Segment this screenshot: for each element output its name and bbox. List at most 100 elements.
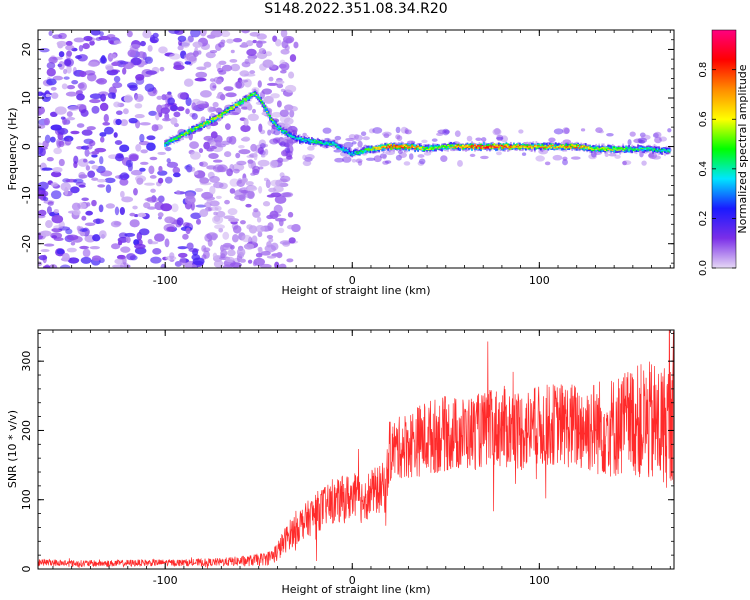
heatmap-ridge-cell: [602, 146, 605, 150]
heatmap-ridge-cell: [295, 137, 298, 139]
heatmap-ridge-cell: [620, 148, 623, 150]
heatmap-ridge-cell: [524, 145, 527, 147]
heatmap-ridge-cell: [203, 123, 206, 127]
heatmap-ridge-cell: [450, 147, 452, 149]
heatmap-noise-blob: [40, 249, 50, 253]
heatmap-noise-blob: [372, 127, 383, 134]
x-tick-label: 100: [529, 274, 550, 287]
heatmap-ridge-cell: [501, 145, 503, 150]
heatmap-ridge-cell: [501, 145, 503, 147]
heatmap-ridge-cell: [387, 145, 390, 147]
heatmap-noise-blob: [209, 82, 217, 91]
heatmap-noise-blob: [38, 209, 47, 217]
heatmap-ridge-cell: [487, 144, 490, 148]
heatmap-ridge-cell: [468, 143, 470, 148]
x-tick-label: -100: [153, 274, 178, 287]
heatmap-ridge-cell: [313, 142, 316, 143]
heatmap-noise-blob: [437, 129, 447, 134]
heatmap-ridge-cell: [523, 146, 526, 149]
colorbar-tick-label: 0.0: [698, 260, 709, 276]
heatmap-noise-blob: [188, 248, 200, 253]
heatmap-noise-blob: [208, 145, 217, 150]
heatmap-noise-blob: [203, 196, 216, 201]
heatmap-noise-blob: [199, 209, 209, 218]
heatmap-ridge-cell: [662, 149, 665, 150]
heatmap-noise-blob: [185, 108, 190, 115]
heatmap-noise-blob: [173, 64, 185, 71]
heatmap-ridge-cell: [379, 147, 382, 150]
heatmap-noise-blob: [253, 257, 266, 266]
heatmap-noise-blob: [134, 243, 146, 249]
heatmap-noise-blob: [243, 117, 249, 127]
heatmap-ridge-cell: [554, 147, 557, 149]
heatmap-ridge-cell: [194, 126, 197, 128]
heatmap-noise-blob: [96, 179, 107, 183]
heatmap-ridge-cell: [339, 145, 342, 149]
heatmap-ridge-cell: [200, 125, 203, 127]
heatmap-noise-blob: [80, 256, 92, 264]
heatmap-noise-blob: [146, 196, 159, 203]
heatmap-ridge-cell: [231, 106, 234, 108]
heatmap-ridge-cell: [402, 147, 405, 149]
heatmap-ridge-cell: [294, 137, 297, 140]
heatmap-ridge-cell: [236, 103, 238, 106]
heatmap-ridge-cell: [608, 147, 611, 151]
heatmap-ridge-cell: [559, 144, 562, 147]
heatmap-ridge-cell: [319, 142, 322, 144]
heatmap-noise-blob: [245, 203, 252, 208]
heatmap-ridge-cell: [421, 148, 424, 150]
heatmap-noise-blob: [134, 113, 145, 119]
heatmap-ridge-cell: [210, 117, 213, 120]
heatmap-ridge-cell: [581, 145, 584, 148]
heatmap-ridge-cell: [577, 145, 580, 147]
heatmap-ridge-cell: [652, 149, 654, 152]
heatmap-ridge-cell: [435, 146, 437, 149]
heatmap-noise-blob: [83, 158, 88, 163]
heatmap-ridge-cell: [436, 146, 439, 148]
heatmap-ridge-cell: [441, 145, 443, 148]
heatmap-ridge-cell: [315, 141, 318, 144]
heatmap-ridge-cell: [328, 143, 331, 145]
heatmap-noise-blob: [134, 247, 147, 255]
heatmap-noise-blob: [139, 40, 146, 47]
heatmap-ridge-cell: [661, 147, 663, 151]
heatmap-noise-blob: [172, 166, 181, 174]
heatmap-ridge-cell: [453, 146, 455, 148]
heatmap-ridge-cell: [628, 144, 631, 151]
heatmap-noise-blob: [126, 30, 133, 38]
heatmap-noise-blob: [167, 97, 175, 106]
heatmap-ridge-cell: [426, 146, 428, 150]
heatmap-ridge-cell: [252, 93, 255, 96]
heatmap-ridge-cell: [418, 146, 421, 150]
heatmap-noise-blob: [288, 237, 296, 244]
heatmap-noise-blob: [179, 256, 186, 266]
heatmap-noise-blob: [395, 126, 401, 134]
heatmap-noise-blob: [289, 109, 295, 118]
heatmap-noise-blob: [53, 237, 64, 242]
heatmap-noise-blob: [130, 57, 142, 66]
heatmap-noise-blob: [548, 137, 556, 143]
heatmap-ridge-cell: [285, 131, 288, 136]
heatmap-ridge-cell: [264, 106, 267, 108]
heatmap-ridge-cell: [304, 140, 307, 142]
heatmap-ridge-cell: [400, 147, 403, 149]
heatmap-noise-blob: [213, 215, 221, 222]
heatmap-noise-blob: [240, 220, 246, 225]
heatmap-ridge-cell: [583, 147, 586, 151]
heatmap-ridge-cell: [653, 149, 656, 153]
heatmap-ridge-cell: [658, 149, 660, 152]
heatmap-noise-blob: [622, 160, 627, 166]
heatmap-ridge-cell: [276, 125, 279, 127]
heatmap-noise-blob: [140, 161, 149, 165]
heatmap-ridge-cell: [330, 143, 333, 145]
heatmap-noise-blob: [242, 136, 251, 142]
heatmap-ridge-cell: [520, 146, 523, 149]
heatmap-ridge-cell: [641, 147, 644, 150]
heatmap-noise-blob: [155, 112, 160, 121]
heatmap-noise-blob: [285, 37, 293, 44]
heatmap-noise-blob: [78, 174, 88, 179]
heatmap-ridge-cell: [298, 138, 301, 143]
heatmap-ridge-cell: [453, 144, 455, 148]
heatmap-ridge-cell: [619, 149, 622, 151]
heatmap-noise-blob: [129, 154, 139, 162]
